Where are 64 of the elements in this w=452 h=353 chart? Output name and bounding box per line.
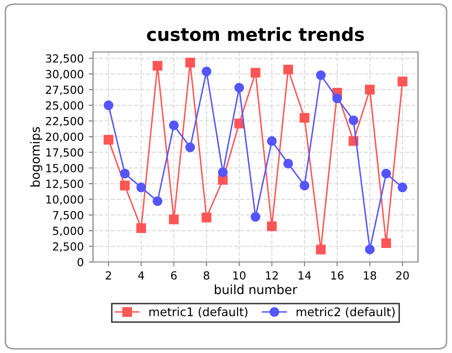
legend-label: metric2 (default) [296, 307, 395, 318]
point [332, 94, 342, 104]
y-tick-label: 10,000 [46, 195, 84, 205]
x-tick-label: 16 [331, 271, 344, 280]
point [104, 100, 114, 110]
x-tick-label: 12 [266, 271, 278, 280]
point [348, 115, 358, 126]
point [364, 84, 375, 94]
point [398, 76, 408, 86]
point [104, 134, 114, 145]
point [202, 212, 212, 222]
chart-title: custom metric trends [147, 27, 364, 42]
point [120, 168, 130, 178]
x-tick-label: 20 [396, 271, 409, 280]
point [185, 142, 196, 152]
x-tick-label: 6 [171, 271, 177, 280]
point [364, 244, 375, 254]
point [266, 221, 277, 232]
x-axis-title: build number [214, 284, 298, 294]
y-tick-label: 22,500 [46, 116, 84, 126]
y-tick-label: 0 [78, 258, 84, 266]
x-tick-label: 8 [204, 271, 210, 280]
y-tick-label: 15,000 [46, 164, 84, 174]
point [316, 70, 326, 80]
point [168, 214, 179, 224]
y-tick-label: 32,500 [46, 54, 84, 64]
point [250, 68, 260, 78]
x-tick-label: 2 [106, 271, 111, 280]
y-axis-title: bogomips [30, 126, 42, 186]
y-tick-label: 30,000 [46, 70, 84, 80]
point [381, 238, 392, 248]
x-tick-label: 14 [298, 271, 311, 280]
point [234, 118, 244, 128]
point [202, 66, 212, 76]
point [250, 212, 260, 222]
y-tick-label: 27,500 [46, 86, 84, 96]
point [152, 196, 162, 206]
y-tick-label: 20,000 [46, 132, 84, 142]
point [152, 60, 162, 71]
y-tick-label: 17,500 [46, 148, 84, 158]
x-tick-label: 10 [233, 271, 246, 280]
point [300, 180, 310, 190]
point [120, 180, 130, 190]
y-tick-label: 5,000 [53, 226, 84, 236]
point [136, 182, 146, 192]
y-tick-label: 12,500 [46, 180, 84, 190]
point [136, 223, 146, 234]
point [316, 244, 326, 254]
x-tick-label: 18 [364, 271, 376, 280]
x-tick-label: 4 [138, 271, 144, 280]
y-tick-label: 7,500 [53, 210, 84, 220]
point [300, 112, 310, 123]
point [283, 64, 294, 74]
point [234, 82, 244, 93]
point [381, 168, 392, 178]
point [266, 136, 277, 146]
point [218, 167, 228, 178]
point [168, 120, 179, 130]
legend-label: metric1 (default) [149, 307, 248, 318]
y-tick-label: 2,500 [52, 242, 84, 252]
y-tick-label: 25,000 [46, 101, 84, 111]
point [283, 158, 294, 168]
point [398, 182, 408, 192]
point [185, 58, 196, 68]
